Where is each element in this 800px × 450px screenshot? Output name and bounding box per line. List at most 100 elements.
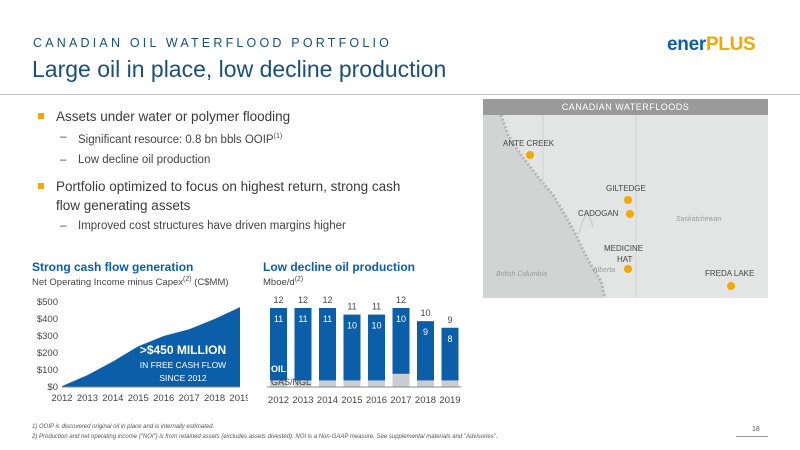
oil-value-label: 11 bbox=[323, 314, 332, 324]
fcf-chart-subtitle: Net Operating Income minus Capex(2) (C$M… bbox=[32, 276, 229, 288]
asset-label-ante-creek: ANTE CREEK bbox=[503, 139, 555, 148]
gas-series-label: GAS/NGL bbox=[271, 377, 311, 387]
sub-bullet-item: – Improved cost structures have driven ma… bbox=[38, 217, 458, 235]
sub-bullet-text: Significant resource: 0.8 bn bbls OOIP bbox=[78, 133, 274, 146]
bullet-list: Assets under water or polymer flooding –… bbox=[38, 107, 458, 235]
enerplus-logo: enerPLUS bbox=[667, 34, 756, 56]
x-tick-label: 2014 bbox=[102, 393, 123, 404]
total-value-label: 11 bbox=[372, 302, 381, 312]
oil-bar bbox=[441, 327, 459, 381]
bullet-text: Assets under water or polymer flooding bbox=[56, 109, 291, 124]
gas-bar bbox=[343, 380, 361, 387]
x-tick-label: 2016 bbox=[366, 395, 387, 406]
gas-bar bbox=[441, 380, 459, 387]
fcf-area-chart: $0 $100 $200 $300 $400 $500 2012 2013 2014 2015 20… bbox=[37, 297, 248, 404]
sub-bullet-item: – Significant resource: 0.8 bn bbls OOIP(… bbox=[38, 128, 458, 149]
asset-label-freda-lake: FREDA LAKE bbox=[705, 269, 755, 278]
asset-label-cadogan: CADOGAN bbox=[578, 209, 619, 218]
footnote-ref: (2) bbox=[183, 276, 192, 283]
x-tick-label: 2018 bbox=[415, 395, 436, 406]
oil-value-label: 10 bbox=[347, 321, 357, 331]
y-tick-label: $300 bbox=[37, 331, 58, 342]
asset-marker-icon bbox=[624, 196, 632, 204]
oil-value-label: 11 bbox=[298, 314, 307, 324]
total-value-label: 9 bbox=[447, 315, 452, 325]
oil-value-label: 10 bbox=[371, 321, 381, 331]
fcf-callout-line: SINCE 2012 bbox=[159, 373, 207, 383]
gas-bar bbox=[319, 380, 336, 387]
oil-value-label: 8 bbox=[447, 334, 452, 344]
production-bar-chart: 11 12 2012 11 12 2013 11 12 2014 10 11 2015 10 11 2016… bbox=[267, 295, 462, 406]
section-kicker: CANADIAN OIL WATERFLOOD PORTFOLIO bbox=[33, 36, 393, 50]
x-tick-label: 2019 bbox=[229, 393, 248, 404]
footnote-2: 2) Production and net operating income (… bbox=[32, 434, 498, 440]
asset-marker-icon bbox=[526, 151, 534, 159]
gas-bar bbox=[294, 380, 312, 387]
total-value-label: 12 bbox=[322, 295, 332, 305]
oil-value-label: 10 bbox=[396, 314, 406, 324]
bullet-marker-icon bbox=[38, 182, 44, 189]
dash-marker: – bbox=[60, 131, 67, 143]
bullet-item: Assets under water or polymer flooding bbox=[38, 107, 458, 126]
sub-bullet-text: Improved cost structures have driven mar… bbox=[78, 219, 346, 232]
oil-bar bbox=[368, 314, 385, 381]
x-tick-label: 2012 bbox=[268, 395, 289, 406]
oil-bar bbox=[417, 321, 434, 381]
fcf-callout-headline: >$450 MILLION bbox=[140, 343, 226, 357]
total-value-label: 12 bbox=[298, 295, 308, 305]
total-value-label: 11 bbox=[347, 302, 356, 312]
gas-bar bbox=[368, 380, 385, 387]
asset-marker-icon bbox=[727, 282, 735, 290]
page-number: 18 bbox=[752, 426, 760, 433]
production-chart-subtitle: Mboe/d(2) bbox=[263, 276, 303, 288]
gas-bar bbox=[392, 373, 410, 387]
asset-marker-icon bbox=[626, 210, 634, 218]
asset-label-medicine-hat: HAT bbox=[617, 255, 633, 264]
oil-bar bbox=[294, 308, 312, 381]
gas-bar bbox=[417, 380, 434, 387]
bullet-text-line: flow generating assets bbox=[56, 197, 191, 213]
fcf-subtitle-text: Net Operating Income minus Capex bbox=[32, 277, 184, 289]
production-subtitle-text: Mboe/d bbox=[263, 277, 295, 289]
waterflood-map: CANADIAN WATERFLOODS ANTE CREEK GILTEDGE… bbox=[483, 99, 768, 298]
page-title: Large oil in place, low decline producti… bbox=[32, 56, 447, 82]
fcf-chart-title: Strong cash flow generation bbox=[32, 260, 194, 274]
gas-bar bbox=[270, 380, 287, 387]
total-value-label: 10 bbox=[420, 308, 430, 318]
fcf-area-series bbox=[62, 307, 240, 387]
x-tick-label: 2016 bbox=[153, 393, 174, 404]
logo-accent-text: PLUS bbox=[705, 34, 756, 55]
asset-label-giltedge: GILTEDGE bbox=[606, 184, 646, 193]
x-tick-label: 2012 bbox=[51, 393, 72, 404]
asset-label-medicine-hat: MEDICINE bbox=[604, 244, 644, 253]
footnote-ref: (2) bbox=[294, 276, 304, 283]
map-terrain bbox=[483, 115, 637, 298]
oil-value-label: 9 bbox=[423, 327, 428, 337]
production-chart-title: Low decline oil production bbox=[263, 260, 415, 274]
x-tick-label: 2017 bbox=[390, 395, 411, 406]
fcf-callout-line: IN FREE CASH FLOW bbox=[140, 360, 226, 370]
oil-bar bbox=[392, 308, 410, 374]
bullet-marker-icon bbox=[38, 113, 44, 119]
x-tick-label: 2015 bbox=[128, 393, 149, 404]
x-tick-label: 2013 bbox=[292, 395, 313, 406]
x-tick-label: 2015 bbox=[341, 395, 362, 406]
footnote-ref: (1) bbox=[273, 133, 283, 140]
region-label-saskatchewan: Saskatchewan bbox=[676, 216, 722, 223]
y-tick-label: $500 bbox=[37, 297, 58, 308]
x-tick-label: 2013 bbox=[77, 393, 98, 404]
oil-bar bbox=[343, 314, 361, 381]
footnote-1: 1) OOIP is discovered original oil in pl… bbox=[32, 424, 215, 430]
y-tick-label: $400 bbox=[37, 314, 58, 325]
sub-bullet-text: Low decline oil production bbox=[78, 153, 211, 166]
oil-value-label: 11 bbox=[274, 314, 283, 324]
y-tick-label: $100 bbox=[37, 365, 58, 376]
x-tick-label: 2018 bbox=[204, 393, 225, 404]
region-label-alberta: Alberta bbox=[593, 267, 616, 274]
sub-bullet-item: – Low decline oil production bbox=[38, 151, 458, 169]
logo-main-text: ener bbox=[667, 34, 706, 55]
oil-bar bbox=[270, 308, 287, 381]
x-tick-label: 2019 bbox=[439, 395, 460, 406]
dash-marker: – bbox=[60, 153, 67, 166]
oil-bar bbox=[319, 308, 336, 381]
